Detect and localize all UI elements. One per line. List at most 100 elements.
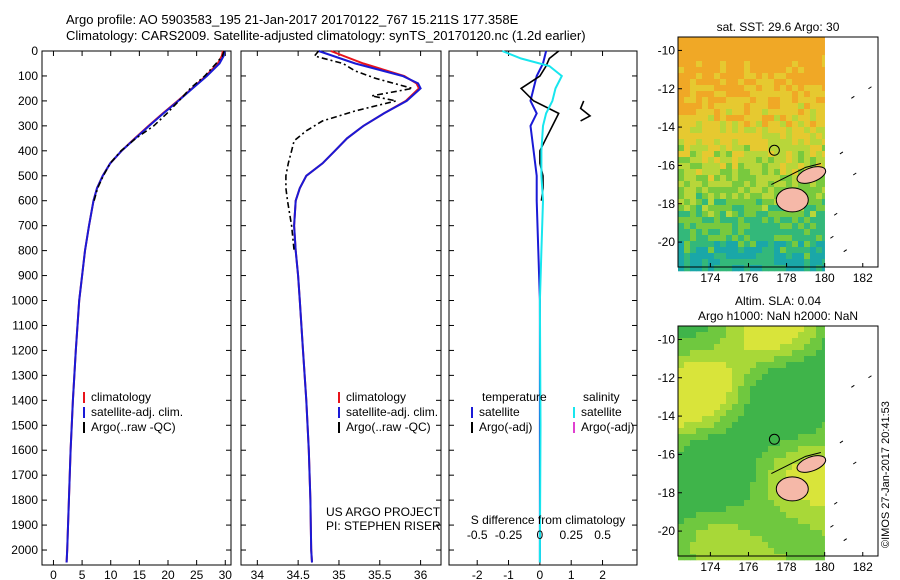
- map-cell: [756, 398, 763, 405]
- map-cell: [756, 422, 763, 429]
- island-viti-levu: [775, 476, 809, 502]
- map-cell: [726, 127, 733, 134]
- map-cell: [744, 259, 751, 266]
- map-cell: [744, 428, 751, 435]
- map-cell: [792, 332, 799, 339]
- map-cell: [762, 434, 769, 441]
- map-cell: [714, 524, 721, 531]
- map-cell: [804, 121, 811, 128]
- map-cell: [702, 121, 709, 128]
- map-cell: [762, 67, 769, 74]
- map-cell: [792, 55, 799, 62]
- map-cell: [702, 362, 709, 369]
- map-cell: [768, 434, 775, 441]
- map-cell: [678, 115, 685, 122]
- map-cell: [780, 91, 787, 98]
- map-cell: [804, 326, 811, 333]
- x-tick-label-0: 30: [219, 568, 233, 580]
- map-cell: [762, 85, 769, 92]
- map-cell: [750, 265, 757, 272]
- map-cell: [792, 175, 799, 182]
- map-cell: [780, 548, 787, 555]
- map-cell: [750, 344, 757, 351]
- map-cell: [684, 49, 691, 56]
- map-cell: [696, 253, 703, 260]
- map-cell: [690, 133, 697, 140]
- map-cell: [732, 428, 739, 435]
- map-cell: [810, 247, 817, 254]
- map-cell: [720, 368, 727, 375]
- map-cell: [678, 476, 685, 483]
- map-cell: [708, 368, 715, 375]
- map-cell: [798, 506, 805, 513]
- map-cell: [804, 127, 811, 134]
- map-cell: [750, 163, 757, 170]
- map-cell: [690, 223, 697, 230]
- map-cell: [798, 422, 805, 429]
- map-cell: [690, 253, 697, 260]
- map-cell: [810, 127, 817, 134]
- map-cell: [780, 386, 787, 393]
- map-cell: [696, 259, 703, 266]
- map-cell: [786, 55, 793, 62]
- map-cell: [732, 530, 739, 537]
- map-cell: [786, 79, 793, 86]
- map-cell: [732, 470, 739, 477]
- map-cell: [690, 241, 697, 248]
- map-cell: [786, 326, 793, 333]
- map-cell: [726, 338, 733, 345]
- map-cell: [726, 97, 733, 104]
- map-cell: [738, 368, 745, 375]
- map-cell: [720, 175, 727, 182]
- map-cell: [822, 524, 825, 531]
- map-cell: [798, 542, 805, 549]
- map-cell: [762, 548, 769, 555]
- map-cell: [792, 241, 799, 248]
- map-cell: [708, 97, 715, 104]
- map-cell: [714, 109, 721, 116]
- map-cell: [744, 326, 751, 333]
- map-cell: [822, 464, 825, 471]
- map-cell: [798, 470, 805, 477]
- map-cell: [720, 338, 727, 345]
- map-cell: [756, 205, 763, 212]
- map-cell: [816, 416, 823, 423]
- map-cell: [744, 422, 751, 429]
- map-cell: [720, 512, 727, 519]
- map-cell: [780, 115, 787, 122]
- map-cell: [816, 157, 823, 164]
- map-cell: [774, 512, 781, 519]
- map-cell: [798, 512, 805, 519]
- map-cell: [762, 326, 769, 333]
- map-cell: [786, 440, 793, 447]
- y-tick-label: 300: [18, 119, 38, 133]
- map-cell: [804, 247, 811, 254]
- map-cell: [816, 428, 823, 435]
- map-cell: [696, 217, 703, 224]
- map-cell: [822, 500, 825, 507]
- map-cell: [750, 139, 757, 146]
- map-cell: [756, 446, 763, 453]
- map-cell: [786, 133, 793, 140]
- map-cell: [804, 157, 811, 164]
- map-cell: [738, 187, 745, 194]
- map-cell: [810, 326, 817, 333]
- map-cell: [756, 121, 763, 128]
- map-cell: [768, 368, 775, 375]
- map-cell: [762, 187, 769, 194]
- map-cell: [726, 434, 733, 441]
- map-cell: [774, 37, 781, 44]
- map-cell: [750, 145, 757, 152]
- map-cell: [744, 404, 751, 411]
- map-cell: [816, 55, 823, 62]
- map-cell: [702, 554, 709, 561]
- map-cell: [738, 398, 745, 405]
- map-cell: [702, 416, 709, 423]
- map-cell: [768, 217, 775, 224]
- map-cell: [762, 368, 769, 375]
- map-cell: [762, 97, 769, 104]
- map-cell: [696, 247, 703, 254]
- map-cell: [786, 428, 793, 435]
- map-cell: [696, 476, 703, 483]
- map-cell: [750, 253, 757, 260]
